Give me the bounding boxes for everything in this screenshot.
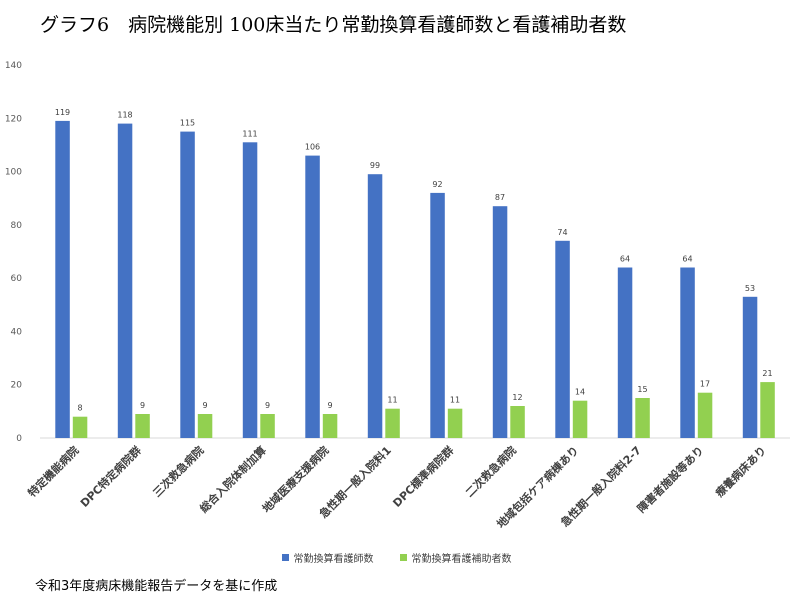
bar-assistants [385, 408, 400, 438]
bar-assistants [510, 406, 525, 438]
x-category-label: DPC特定病院群 [77, 443, 144, 510]
x-category-label: 障害者施設等あり [634, 443, 706, 515]
legend: 常勤換算看護師数 常勤換算看護補助者数 [0, 550, 793, 565]
bar-nurses [117, 123, 133, 438]
bar-nurses [617, 267, 633, 438]
legend-swatch-assistants [399, 554, 407, 561]
value-label-nurses: 99 [370, 161, 380, 170]
y-tick-label: 0 [16, 434, 22, 444]
x-category-label: 地域医療支援病院 [259, 443, 331, 515]
value-label-nurses: 92 [432, 180, 442, 189]
x-category-label: 三次救急病院 [150, 443, 207, 500]
bar-nurses [430, 192, 445, 438]
value-label-nurses: 87 [495, 193, 505, 202]
legend-item-assistants: 常勤換算看護補助者数 [399, 550, 512, 565]
x-category-label: 二次救急病院 [462, 443, 519, 500]
bar-nurses [367, 174, 383, 438]
bar-nurses [180, 131, 195, 438]
value-label-assistants: 9 [327, 401, 332, 410]
x-category-label: DPC標準病院群 [390, 443, 457, 510]
y-tick-label: 100 [5, 168, 22, 178]
value-label-nurses: 74 [557, 228, 567, 237]
bars-group [55, 120, 775, 439]
y-tick-label: 140 [5, 61, 22, 71]
value-label-assistants: 17 [700, 380, 710, 389]
value-label-nurses: 53 [745, 284, 755, 293]
value-label-nurses: 111 [242, 129, 257, 138]
bar-assistants [697, 392, 713, 438]
value-label-nurses: 64 [620, 255, 630, 264]
bar-nurses [55, 120, 70, 439]
chart-title: グラフ6 病院機能別 100床当たり常勤換算看護師数と看護補助者数 [40, 14, 627, 36]
bar-assistants [322, 414, 338, 438]
value-label-assistants: 11 [387, 396, 397, 405]
legend-label-assistants: 常勤換算看護補助者数 [411, 554, 512, 565]
value-label-assistants: 9 [265, 401, 270, 410]
value-label-nurses: 115 [180, 119, 195, 128]
y-tick-label: 40 [11, 327, 23, 337]
bar-assistants [72, 416, 88, 438]
y-tick-label: 120 [5, 114, 22, 124]
bar-assistants [197, 414, 213, 438]
bar-nurses [242, 142, 258, 439]
value-label-nurses: 119 [55, 108, 70, 117]
value-label-assistants: 11 [450, 396, 460, 405]
bar-nurses [742, 296, 758, 438]
value-label-assistants: 21 [762, 369, 772, 378]
x-category-label: 特定機能病院 [25, 443, 82, 500]
y-axis-ticks: 0 20 40 60 80 100 120 140 [5, 61, 22, 444]
source-note: 令和3年度病床機能報告データを基に作成 [35, 579, 278, 594]
bar-assistants [447, 408, 463, 438]
value-label-assistants: 8 [77, 404, 82, 413]
bar-assistants [135, 414, 150, 438]
x-category-label: 療養病床あり [712, 443, 769, 500]
bar-assistants [760, 382, 775, 438]
bar-assistants [635, 398, 650, 438]
bar-nurses [305, 155, 320, 438]
bar-assistants [572, 400, 588, 438]
value-label-nurses: 106 [305, 143, 320, 152]
y-tick-label: 80 [11, 221, 23, 231]
value-label-assistants: 9 [202, 401, 207, 410]
value-label-assistants: 9 [140, 401, 145, 410]
x-category-label: 総合入院体制加算 [197, 443, 269, 515]
value-label-nurses: 118 [117, 111, 132, 120]
value-label-nurses: 64 [682, 255, 692, 264]
value-label-assistants: 12 [512, 393, 522, 402]
value-label-assistants: 14 [575, 388, 585, 397]
value-label-assistants: 15 [637, 385, 647, 394]
bar-nurses [555, 240, 570, 438]
y-tick-label: 20 [11, 381, 23, 391]
legend-item-nurses: 常勤換算看護師数 [281, 550, 374, 565]
y-tick-label: 60 [11, 274, 23, 284]
legend-swatch-nurses [281, 554, 289, 561]
value-labels-group: 1198118911591119106999119211871274146415… [55, 108, 773, 413]
bar-assistants [260, 414, 275, 438]
bar-nurses [680, 267, 695, 438]
bar-nurses [492, 206, 508, 438]
legend-label-nurses: 常勤換算看護師数 [293, 554, 374, 565]
